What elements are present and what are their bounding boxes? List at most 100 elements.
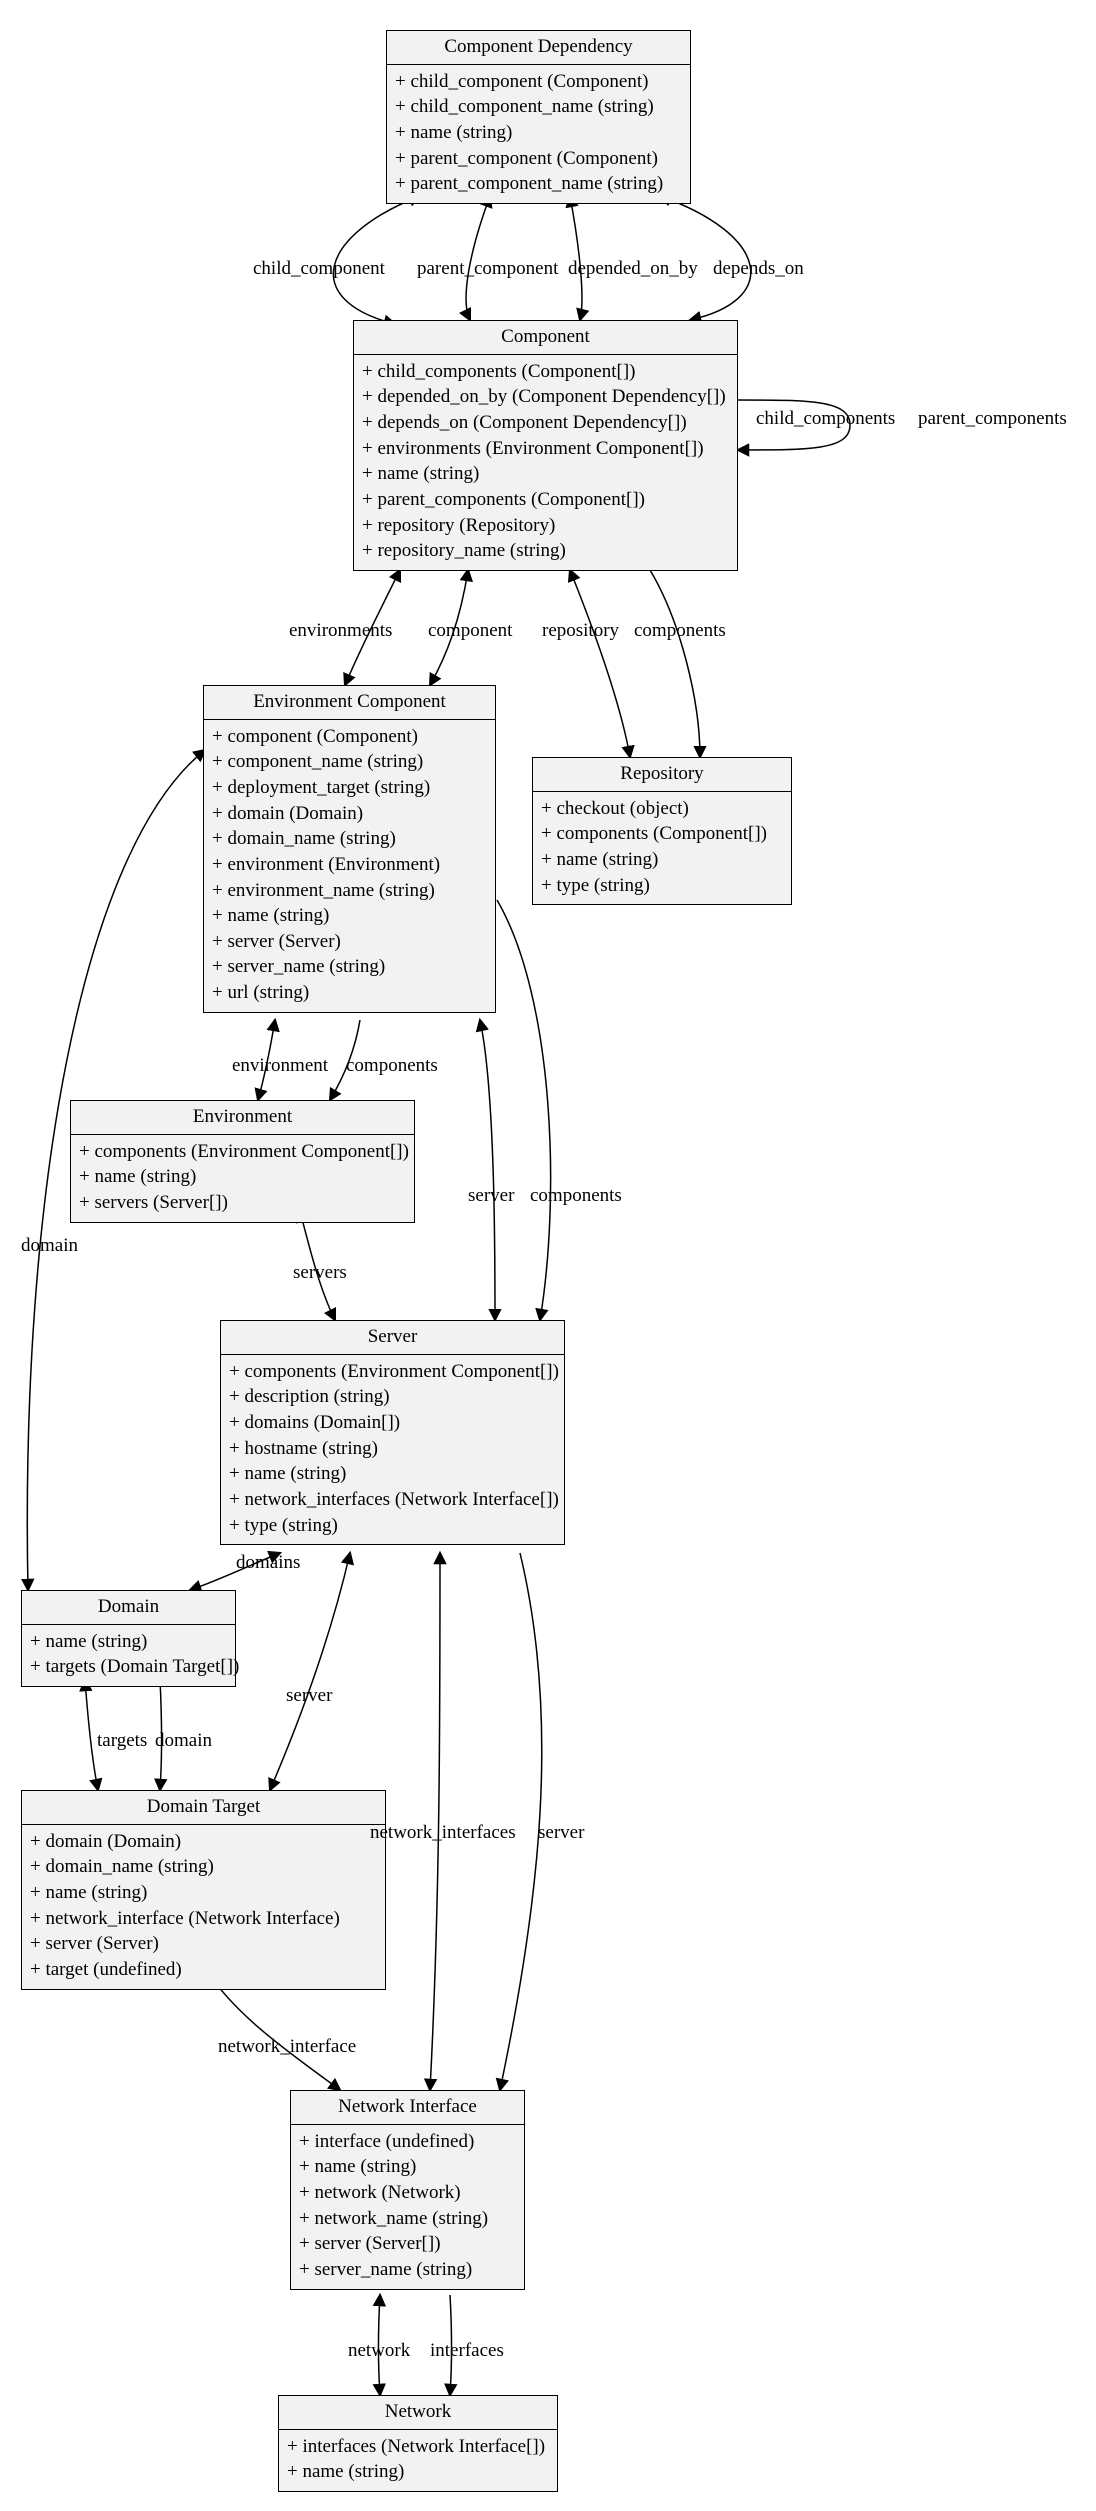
edge-label: component bbox=[428, 620, 512, 642]
class-attr: + environment (Environment) bbox=[212, 852, 487, 878]
edge-label: components bbox=[530, 1185, 622, 1207]
class-attrs: + child_components (Component[])+ depend… bbox=[354, 355, 737, 570]
edge-label: targets bbox=[97, 1730, 147, 1752]
edge-label: repository bbox=[542, 620, 619, 642]
class-attr: + name (string) bbox=[287, 2459, 549, 2485]
class-attr: + component (Component) bbox=[212, 724, 487, 750]
edge-label: interfaces bbox=[430, 2340, 504, 2362]
class-attr: + server (Server) bbox=[30, 1931, 377, 1957]
class-node-Server: Server+ components (Environment Componen… bbox=[220, 1320, 565, 1545]
class-attrs: + child_component (Component)+ child_com… bbox=[387, 65, 690, 203]
class-attr: + name (string) bbox=[30, 1880, 377, 1906]
class-attr: + network (Network) bbox=[299, 2180, 516, 2206]
edge-label: network bbox=[348, 2340, 410, 2362]
class-attr: + servers (Server[]) bbox=[79, 1190, 406, 1216]
edge-label: servers bbox=[293, 1262, 347, 1284]
class-attrs: + domain (Domain)+ domain_name (string)+… bbox=[22, 1825, 385, 1989]
edge-label: server bbox=[286, 1685, 332, 1707]
edge bbox=[570, 570, 630, 757]
class-attr: + components (Environment Component[]) bbox=[229, 1359, 556, 1385]
class-attr: + child_components (Component[]) bbox=[362, 359, 729, 385]
class-attr: + domain (Domain) bbox=[212, 801, 487, 827]
edge-label: components bbox=[346, 1055, 438, 1077]
edge-label: parent_components bbox=[918, 408, 1067, 430]
class-attrs: + component (Component)+ component_name … bbox=[204, 720, 495, 1012]
edge bbox=[650, 570, 700, 757]
class-node-NetworkInterface: Network Interface+ interface (undefined)… bbox=[290, 2090, 525, 2290]
class-attr: + server_name (string) bbox=[212, 954, 487, 980]
edge bbox=[210, 1975, 340, 2090]
class-attr: + name (string) bbox=[229, 1461, 556, 1487]
edge-label: network_interface bbox=[218, 2036, 356, 2058]
class-attr: + name (string) bbox=[541, 847, 783, 873]
class-title: Repository bbox=[533, 758, 791, 792]
edge bbox=[270, 1553, 350, 1790]
class-attr: + repository (Repository) bbox=[362, 513, 729, 539]
class-attr: + child_component_name (string) bbox=[395, 94, 682, 120]
class-node-DomainTarget: Domain Target+ domain (Domain)+ domain_n… bbox=[21, 1790, 386, 1990]
class-node-ComponentDependency: Component Dependency+ child_component (C… bbox=[386, 30, 691, 204]
class-attr: + target (undefined) bbox=[30, 1957, 377, 1983]
class-attr: + component_name (string) bbox=[212, 749, 487, 775]
class-attr: + targets (Domain Target[]) bbox=[30, 1654, 227, 1680]
edge-label: server bbox=[538, 1822, 584, 1844]
class-title: Server bbox=[221, 1321, 564, 1355]
class-attr: + parent_component (Component) bbox=[395, 146, 682, 172]
class-attr: + domain (Domain) bbox=[30, 1829, 377, 1855]
edge-label: components bbox=[634, 620, 726, 642]
class-attr: + parent_component_name (string) bbox=[395, 171, 682, 197]
class-attrs: + components (Environment Component[])+ … bbox=[221, 1355, 564, 1544]
class-attrs: + components (Environment Component[])+ … bbox=[71, 1135, 414, 1222]
class-title: Component bbox=[354, 321, 737, 355]
edge-label: child_component bbox=[253, 258, 385, 280]
class-attr: + server (Server) bbox=[212, 929, 487, 955]
class-attrs: + interfaces (Network Interface[])+ name… bbox=[279, 2430, 557, 2491]
edge bbox=[480, 1020, 495, 1320]
class-attr: + name (string) bbox=[30, 1629, 227, 1655]
class-attr: + interface (undefined) bbox=[299, 2129, 516, 2155]
class-title: Network Interface bbox=[291, 2091, 524, 2125]
class-attrs: + interface (undefined)+ name (string)+ … bbox=[291, 2125, 524, 2289]
class-title: Environment Component bbox=[204, 686, 495, 720]
class-node-Repository: Repository+ checkout (object)+ component… bbox=[532, 757, 792, 905]
class-attr: + type (string) bbox=[229, 1513, 556, 1539]
class-attr: + network_name (string) bbox=[299, 2206, 516, 2232]
class-attr: + name (string) bbox=[362, 461, 729, 487]
class-attr: + checkout (object) bbox=[541, 796, 783, 822]
class-attr: + child_component (Component) bbox=[395, 69, 682, 95]
class-attr: + server_name (string) bbox=[299, 2257, 516, 2283]
class-node-EnvironmentComponent: Environment Component+ component (Compon… bbox=[203, 685, 496, 1013]
class-attr: + parent_components (Component[]) bbox=[362, 487, 729, 513]
class-title: Component Dependency bbox=[387, 31, 690, 65]
class-attr: + environments (Environment Component[]) bbox=[362, 436, 729, 462]
class-attr: + name (string) bbox=[395, 120, 682, 146]
class-attr: + components (Component[]) bbox=[541, 821, 783, 847]
edge-label: environment bbox=[232, 1055, 328, 1077]
edge-label: domains bbox=[236, 1552, 300, 1574]
class-attr: + hostname (string) bbox=[229, 1436, 556, 1462]
class-node-Domain: Domain+ name (string)+ targets (Domain T… bbox=[21, 1590, 236, 1687]
class-attr: + network_interfaces (Network Interface[… bbox=[229, 1487, 556, 1513]
edge-label: parent_component bbox=[417, 258, 558, 280]
class-attr: + name (string) bbox=[212, 903, 487, 929]
class-attr: + description (string) bbox=[229, 1384, 556, 1410]
class-title: Domain Target bbox=[22, 1791, 385, 1825]
class-title: Environment bbox=[71, 1101, 414, 1135]
class-attr: + repository_name (string) bbox=[362, 538, 729, 564]
class-attr: + network_interface (Network Interface) bbox=[30, 1906, 377, 1932]
class-attr: + components (Environment Component[]) bbox=[79, 1139, 406, 1165]
class-title: Network bbox=[279, 2396, 557, 2430]
class-attr: + domain_name (string) bbox=[30, 1854, 377, 1880]
class-attr: + depended_on_by (Component Dependency[]… bbox=[362, 384, 729, 410]
class-attr: + depends_on (Component Dependency[]) bbox=[362, 410, 729, 436]
class-attr: + type (string) bbox=[541, 873, 783, 899]
edge-label: environments bbox=[289, 620, 392, 642]
class-attr: + name (string) bbox=[79, 1164, 406, 1190]
class-attrs: + checkout (object)+ components (Compone… bbox=[533, 792, 791, 905]
edge bbox=[497, 900, 551, 1320]
edge-label: depends_on bbox=[713, 258, 804, 280]
class-attr: + domains (Domain[]) bbox=[229, 1410, 556, 1436]
edge-label: child_components bbox=[756, 408, 895, 430]
edge-label: server bbox=[468, 1185, 514, 1207]
edge-label: depended_on_by bbox=[568, 258, 698, 280]
